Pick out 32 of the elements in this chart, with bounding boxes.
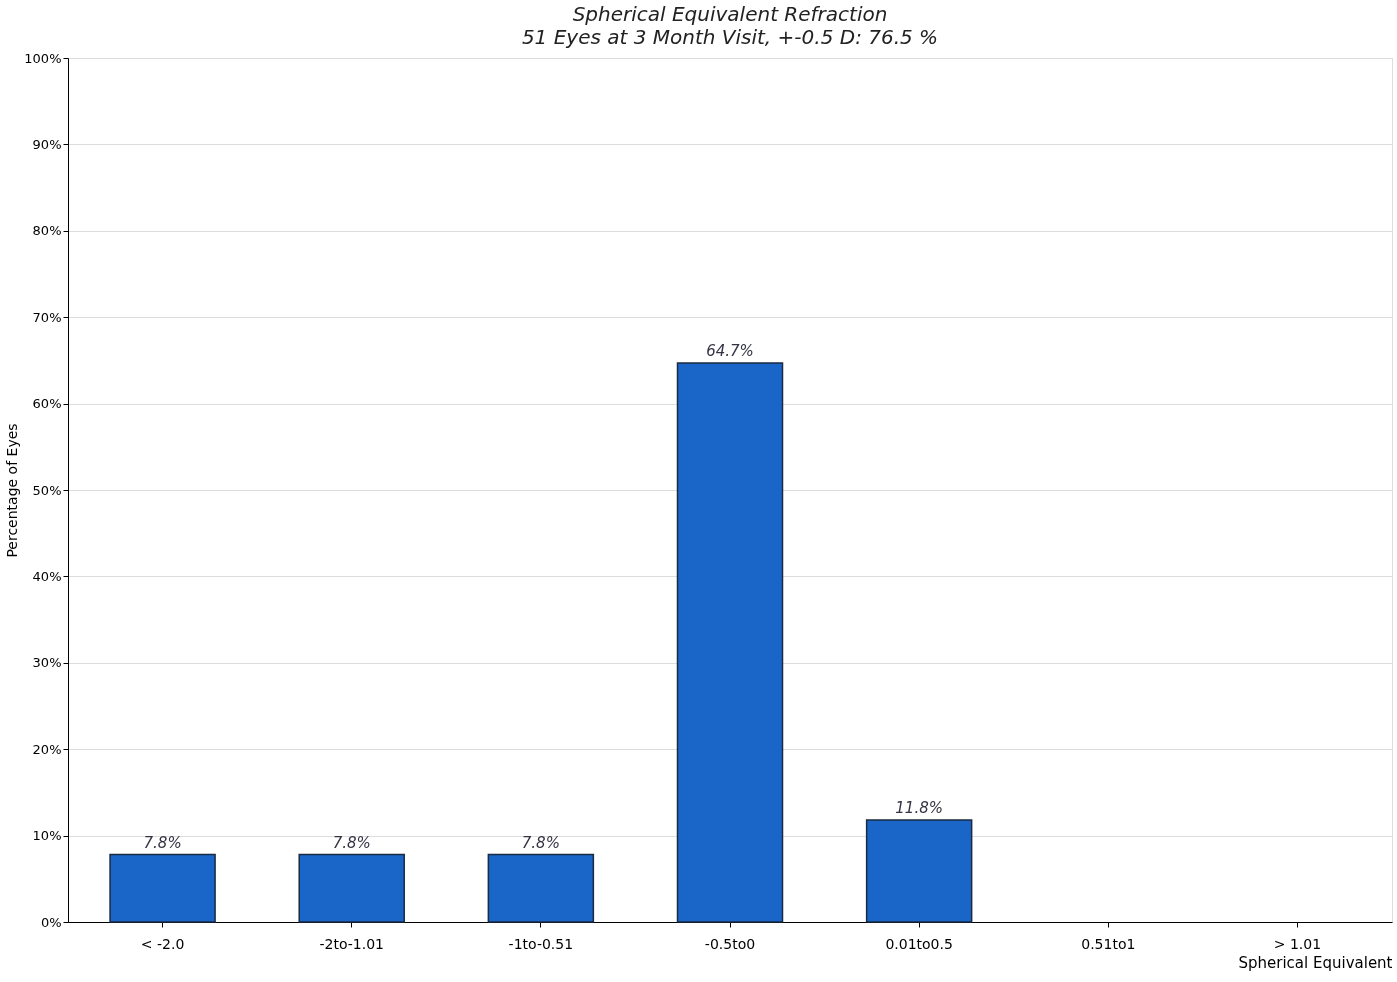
y-tick-label: 30%	[32, 655, 62, 671]
x-tick-label: 0.01to0.5	[885, 935, 953, 952]
y-tick-label: 90%	[32, 136, 62, 152]
bar	[109, 853, 216, 923]
y-tick-label: 40%	[32, 568, 62, 584]
y-tick-label: 100%	[24, 50, 62, 66]
data-label: 7.8%	[143, 833, 182, 852]
x-axis-title: Spherical Equivalent	[1238, 953, 1393, 972]
y-tick-label: 70%	[32, 309, 62, 325]
y-tick-label: 10%	[32, 828, 62, 844]
chart-title: Spherical Equivalent Refraction	[572, 2, 888, 26]
x-tick-label: 0.51to1	[1081, 935, 1136, 952]
y-tick-label: 20%	[32, 741, 62, 757]
y-axis-title: Percentage of Eyes	[4, 423, 21, 558]
bar	[865, 819, 973, 923]
x-tick-label: -0.5to0	[704, 935, 756, 952]
chart-subtitle: 51 Eyes at 3 Month Visit, +-0.5 D: 76.5 %	[521, 25, 939, 49]
y-tick-label: 80%	[32, 223, 62, 239]
data-label: 11.8%	[895, 799, 943, 818]
y-tick-label: 60%	[32, 396, 62, 412]
x-tick-label: < -2.0	[140, 935, 185, 952]
x-tick-label: -2to-1.01	[319, 935, 384, 952]
y-tick-label: 50%	[32, 482, 62, 498]
bar	[676, 362, 784, 923]
bar	[298, 853, 405, 923]
data-label: 64.7%	[706, 341, 754, 360]
data-label: 7.8%	[521, 833, 560, 852]
bar	[487, 853, 595, 923]
x-tick-label: -1to-0.51	[508, 935, 574, 952]
data-label: 7.8%	[332, 833, 371, 852]
y-tick-label: 0%	[40, 914, 62, 930]
x-tick-label: > 1.01	[1273, 935, 1322, 952]
